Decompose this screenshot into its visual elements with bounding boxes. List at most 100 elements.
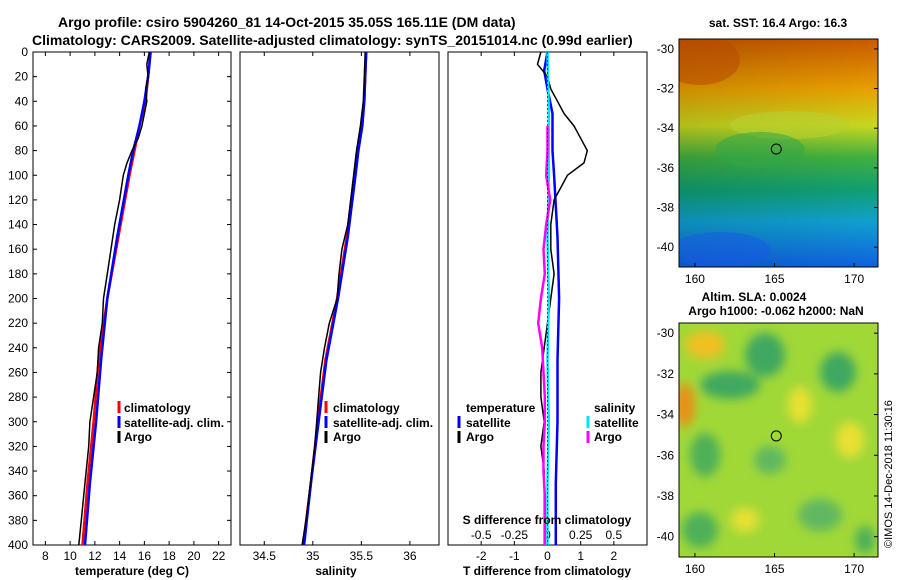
- depth-tick-label: 100: [8, 168, 28, 182]
- sla-latitude-ticks: -30 -32 -34 -36 -38 -40: [657, 326, 878, 544]
- sla-map-title-line2: Argo h1000: -0.062 h2000: NaN: [688, 304, 863, 318]
- longitude-tick-label: 165: [765, 272, 785, 286]
- s-difference-axis-label: S difference from climatology: [463, 513, 632, 527]
- depth-tick-label: 220: [8, 316, 28, 330]
- depth-tick-label: 60: [15, 119, 29, 133]
- x-tick-label: 14: [113, 549, 127, 563]
- temperature-axis-label: temperature (deg C): [75, 564, 189, 578]
- x-tick-label: -1: [509, 549, 520, 563]
- argo-position-marker: [770, 143, 782, 155]
- sla-high-patch: [685, 331, 725, 359]
- sla-longitude-ticks: 160 165 170: [685, 553, 864, 576]
- imos-footer: ©IMOS 14-Dec-2018 11:30:16: [883, 400, 895, 548]
- legend-title-salinity: salinity: [594, 401, 636, 415]
- figure-title-line2: Climatology: CARS2009. Satellite-adjuste…: [32, 32, 633, 48]
- x-tick-label: 12: [88, 549, 102, 563]
- depth-tick-label: 180: [8, 267, 28, 281]
- s-tick-label: -0.25: [501, 528, 529, 542]
- series-line-argo: [78, 51, 151, 546]
- depth-tick-label: 360: [8, 489, 28, 503]
- x-tick-label: 8: [42, 549, 49, 563]
- sst-map-frame: [678, 38, 879, 268]
- temperature-lines: [78, 51, 152, 546]
- salinity-legend: climatology satellite-adj. clim. Argo: [324, 401, 433, 444]
- sla-low-patch: [682, 512, 718, 548]
- longitude-tick-label: 160: [685, 562, 705, 576]
- series-line-satellite-adj-clim-: [83, 51, 152, 546]
- depth-tick-label: 80: [15, 144, 29, 158]
- sla-low-patch: [855, 526, 875, 554]
- legend-label-argo: Argo: [333, 430, 361, 444]
- latitude-tick-label: -40: [657, 240, 675, 254]
- latitude-tick-label: -36: [657, 161, 675, 175]
- latitude-tick-label: -30: [657, 326, 675, 340]
- salinity-plot-frame: [239, 51, 440, 546]
- legend-label-satellite-adj: satellite-adj. clim.: [333, 416, 433, 430]
- sst-longitude-ticks: 160 165 170: [685, 263, 864, 286]
- latitude-tick-label: -36: [657, 448, 675, 462]
- x-tick-label: 35.5: [350, 549, 374, 563]
- x-tick-label: 0: [544, 549, 551, 563]
- s-tick-label: 0.5: [605, 528, 622, 542]
- sla-high-patch: [836, 422, 864, 458]
- sst-map-title: sat. SST: 16.4 Argo: 16.3: [709, 16, 848, 30]
- depth-tick-label: 340: [8, 464, 28, 478]
- legend-label-argo: Argo: [124, 430, 152, 444]
- legend-label-satellite-adj: satellite-adj. clim.: [124, 416, 224, 430]
- latitude-tick-label: -32: [657, 367, 675, 381]
- depth-tick-label: 320: [8, 439, 28, 453]
- series-line-t-satellite: [542, 51, 561, 545]
- series-line-argo: [301, 51, 366, 546]
- x-tick-label: 36: [403, 549, 417, 563]
- sla-low-patch: [820, 352, 856, 392]
- salinity-axis-label: salinity: [315, 564, 357, 578]
- x-tick-label: 10: [63, 549, 77, 563]
- x-tick-label: 16: [138, 549, 152, 563]
- salinity-tick-labels: 34.5 35 35.5 36: [253, 52, 417, 563]
- longitude-tick-label: 160: [685, 272, 705, 286]
- latitude-tick-label: -38: [657, 201, 675, 215]
- temperature-panel: 0204060801001201401601802002202402602803…: [8, 45, 647, 578]
- x-tick-label: 34.5: [253, 549, 277, 563]
- sst-field: [679, 39, 878, 267]
- series-line-s-argo: [536, 126, 552, 545]
- sla-high-patch: [788, 387, 812, 423]
- difference-panel: -2 -1 0 1 2 -0.5 -0.25 0 0.25 0.5 T difference f…: [447, 51, 648, 578]
- s-difference-legend: salinity satellite Argo: [586, 401, 639, 444]
- s-tick-label: 0.25: [569, 528, 593, 542]
- t-difference-axis-label: T difference from climatology: [463, 564, 631, 578]
- legend-label-climatology: climatology: [124, 401, 191, 415]
- legend-title-temperature: temperature: [466, 401, 536, 415]
- legend-label-s-satellite: satellite: [594, 416, 639, 430]
- sla-low-patch: [745, 333, 785, 377]
- depth-tick-label: 160: [8, 242, 28, 256]
- sla-low-patch: [798, 499, 842, 531]
- longitude-tick-label: 170: [844, 562, 864, 576]
- temperature-plot-frame: [32, 51, 232, 546]
- sla-low-patch: [700, 371, 760, 399]
- sla-map-panel: Altim. SLA: 0.0024 Argo h1000: -0.062 h2…: [657, 290, 879, 576]
- depth-tick-label: 400: [8, 538, 28, 552]
- temperature-tick-labels: 8 10 12 14 16 18 20 22: [42, 52, 226, 563]
- sla-map-frame: [678, 322, 879, 558]
- latitude-tick-label: -40: [657, 530, 675, 544]
- legend-label-t-satellite: satellite: [466, 416, 511, 430]
- salinity-lines: [301, 51, 368, 546]
- depth-tick-label: 240: [8, 341, 28, 355]
- series-line-t-argo: [536, 51, 589, 545]
- latitude-tick-label: -38: [657, 489, 675, 503]
- sst-latitude-ticks: -30 -32 -34 -36 -38 -40: [657, 42, 878, 254]
- legend-label-s-argo: Argo: [594, 430, 622, 444]
- salinity-panel: 34.5 35 35.5 36 salinity climatology satell…: [239, 51, 440, 578]
- temperature-legend: climatology satellite-adj. clim. Argo: [117, 401, 224, 444]
- sla-map-title-line1: Altim. SLA: 0.0024: [702, 290, 807, 304]
- x-tick-label: 2: [610, 549, 617, 563]
- x-tick-label: 35: [306, 549, 320, 563]
- latitude-tick-label: -34: [657, 408, 675, 422]
- sst-warm-patch: [679, 39, 740, 85]
- x-tick-label: 18: [162, 549, 176, 563]
- depth-tick-label: 40: [15, 94, 29, 108]
- sst-map-panel: sat. SST: 16.4 Argo: 16.3 160 165 170 -30-…: [657, 16, 879, 286]
- x-tick-label: 22: [212, 549, 226, 563]
